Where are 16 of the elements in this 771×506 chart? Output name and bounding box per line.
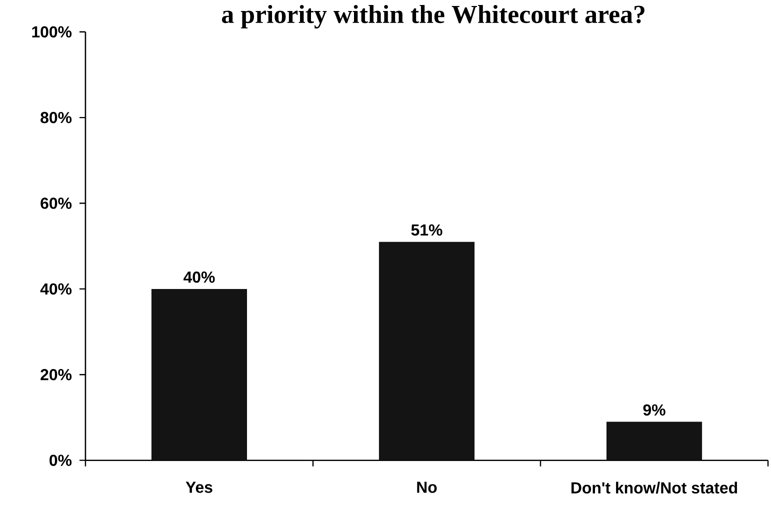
y-tick-label: 0%	[50, 454, 72, 466]
data-label: 51%	[411, 224, 442, 236]
data-label: 9%	[643, 404, 666, 416]
y-tick-label: 20%	[40, 368, 72, 380]
bar	[378, 242, 475, 460]
y-tick-label: 40%	[40, 283, 72, 295]
chart-title: a priority within the Whitecourt area?	[222, 4, 644, 28]
x-tick-label: Don't know/Not stated	[572, 482, 738, 494]
data-label: 40%	[184, 271, 215, 283]
x-tick-label: No	[417, 482, 437, 493]
y-tick-label: 60%	[40, 198, 72, 209]
y-tick-label: 80%	[40, 112, 72, 124]
y-tick-label: 100%	[32, 26, 72, 38]
bar	[151, 288, 248, 460]
bar	[606, 422, 702, 460]
x-tick-label: Yes	[186, 482, 212, 493]
